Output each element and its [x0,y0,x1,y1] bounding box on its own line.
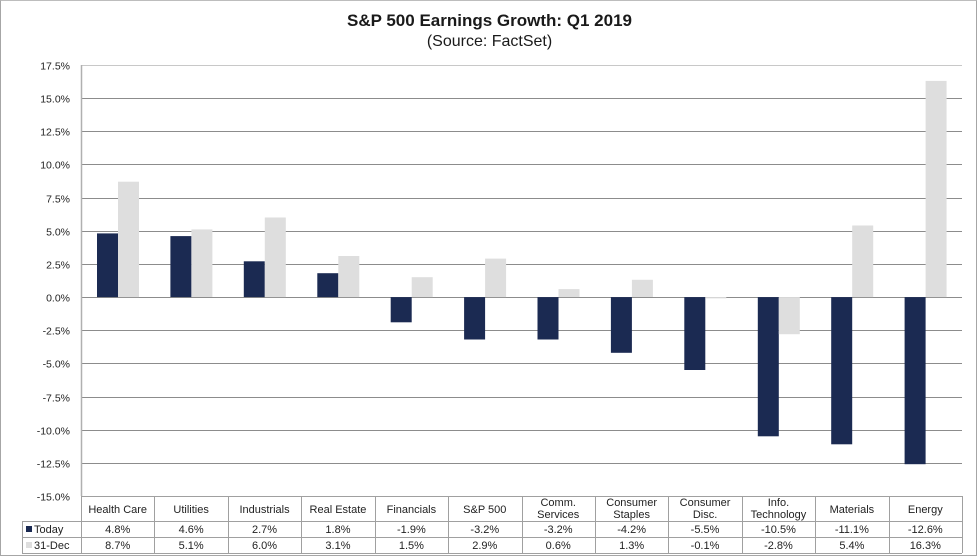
y-tick-label: 17.5% [40,61,70,73]
category-label: Real Estate [310,504,367,516]
y-tick-label: 10.0% [40,160,70,172]
bar-today-0 [97,233,118,298]
data-table: Health Care Utilities Industrials Real Esta… [22,496,963,554]
category-label: Energy [908,504,943,516]
bar-31-dec-3 [338,256,360,298]
category-label: Services [537,509,580,521]
bar-today-1 [170,236,192,298]
bar-31-dec-10 [852,225,874,298]
category-label: Utilities [173,504,209,516]
data-label: -4.2% [617,524,646,536]
data-label: 6.0% [252,540,277,552]
bar-31-dec-4 [411,277,433,298]
data-label: 16.3% [910,540,941,552]
bar-today-9 [757,297,779,437]
bar-31-dec-8 [705,297,727,299]
y-tick-label: -7.5% [43,393,70,405]
bar-31-dec-5 [485,258,507,298]
bar-31-dec-6 [558,289,580,298]
y-tick-label: 12.5% [40,127,70,139]
data-label: 5.4% [839,540,864,552]
data-label: -3.2% [544,524,573,536]
data-label: 1.3% [619,540,644,552]
category-label: Disc. [693,509,717,521]
data-label: 3.1% [325,540,350,552]
y-tick-label: 2.5% [46,260,70,272]
bar-today-5 [464,297,486,340]
category-label: Comm. [540,497,575,509]
y-tick-label: 5.0% [46,227,70,239]
data-label: 4.8% [105,524,130,536]
bar-today-2 [243,261,265,298]
y-tick-label: -15.0% [37,492,70,504]
y-tick-label: -10.0% [37,426,70,438]
data-label: 5.1% [179,540,204,552]
bar-today-7 [610,297,632,353]
y-tick-label: -2.5% [43,326,70,338]
data-label: -1.9% [397,524,426,536]
data-label: -3.2% [470,524,499,536]
data-label: -10.5% [761,524,796,536]
y-tick-label: -12.5% [37,459,70,471]
y-tick-label: 7.5% [46,194,70,206]
data-label: 4.6% [179,524,204,536]
legend-label: 31-Dec [34,540,70,552]
legend-swatch-today [26,526,32,532]
data-label: 1.8% [325,524,350,536]
data-label: -11.1% [835,524,869,536]
bar-31-dec-9 [778,297,800,335]
category-label: S&P 500 [463,504,506,516]
data-label: -0.1% [691,540,720,552]
bar-31-dec-7 [631,279,653,297]
bar-today-4 [390,297,412,323]
data-label: 2.7% [252,524,277,536]
legend-swatch-31-dec [26,542,32,548]
data-label: 1.5% [399,540,424,552]
data-label: 0.6% [546,540,571,552]
data-label: -2.8% [764,540,793,552]
y-axis: 17.5% 15.0% 12.5% 10.0% 7.5% 5.0% 2.5% 0.0% -2.5… [37,61,83,504]
bar-31-dec-0 [118,181,139,298]
category-label: Industrials [239,504,290,516]
data-label: -5.5% [691,524,720,536]
chart-title: S&P 500 Earnings Growth: Q1 2019 [346,11,632,30]
category-label: Technology [751,509,807,521]
data-label: 8.7% [105,540,130,552]
bar-today-3 [317,273,339,298]
chart-subtitle: (Source: FactSet) [426,33,553,50]
category-label: Staples [613,509,650,521]
bar-today-10 [831,297,853,445]
y-tick-label: -5.0% [43,359,70,371]
bar-today-11 [904,297,926,465]
category-label: Materials [830,504,875,516]
y-tick-label: 15.0% [40,94,70,106]
gridlines [81,65,962,497]
bar-31-dec-1 [191,229,213,297]
category-label: Consumer [606,497,657,509]
data-label: -12.6% [908,524,943,536]
category-label: Health Care [88,504,147,516]
bar-31-dec-2 [264,217,286,298]
category-label: Info. [768,497,789,509]
category-label: Financials [387,504,437,516]
bars [97,80,947,465]
bar-today-8 [684,297,706,370]
legend-label: Today [34,524,64,536]
y-tick-label: 0.0% [46,293,70,305]
bar-today-6 [537,297,559,340]
category-label: Consumer [680,497,731,509]
data-label: 2.9% [472,540,497,552]
bar-31-dec-11 [925,80,947,298]
